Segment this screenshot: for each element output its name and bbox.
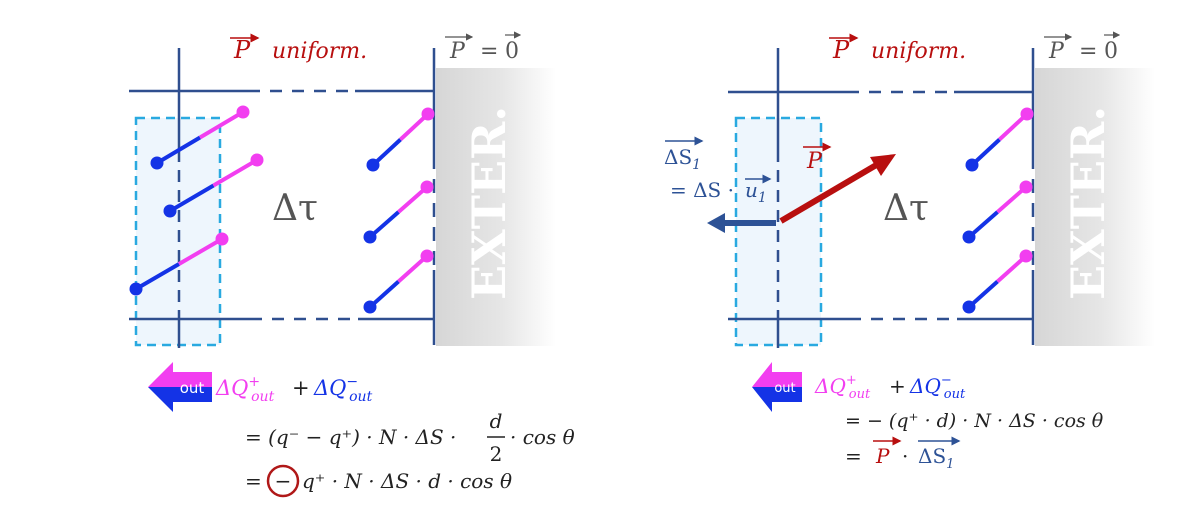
arrow-p-label: P xyxy=(803,142,832,174)
dipole xyxy=(163,153,264,218)
svg-text:=: = xyxy=(845,444,862,468)
volume-label: Δτ xyxy=(272,188,318,229)
exterior-polarization: P = 0 xyxy=(445,31,522,64)
uniform-label: uniform. xyxy=(871,39,966,64)
dipole-positive-half xyxy=(212,158,259,188)
p-label: P xyxy=(233,36,251,64)
out-badge: out xyxy=(148,362,212,412)
negative-charge xyxy=(962,230,976,244)
dipoles xyxy=(962,107,1034,314)
dipole-negative-half xyxy=(134,262,181,291)
positive-charge xyxy=(421,107,435,121)
dipole xyxy=(965,107,1034,172)
svg-text:+: + xyxy=(292,376,310,400)
svg-text:P: P xyxy=(806,149,823,174)
exterior-region xyxy=(436,68,556,346)
svg-text:ΔS1: ΔS1 xyxy=(664,145,701,173)
dipole xyxy=(363,180,434,244)
svg-text:= (q⁻ − q⁺) · N · ΔS ·: = (q⁻ − q⁺) · N · ΔS · xyxy=(245,425,456,449)
negative-charge xyxy=(163,204,177,218)
exterior-polarization: P = 0 xyxy=(1044,31,1121,64)
dipole xyxy=(962,249,1033,314)
dipole xyxy=(962,180,1033,244)
equation-line-1: = − (q⁺ · d) · N · ΔS · cos θ xyxy=(845,410,1104,432)
equation-line-1: = (q⁻ − q⁺) · N · ΔS · d 2 · cos θ xyxy=(245,409,575,466)
svg-text:· cos θ: · cos θ xyxy=(510,425,575,449)
right-panel: EXTER. P xyxy=(664,31,1155,472)
equation-line-0: ΔQ+ out + ΔQ− out xyxy=(215,374,373,405)
ext-p: P xyxy=(449,39,466,64)
svg-text:ΔQ+out: ΔQ+ out xyxy=(814,373,871,402)
positive-charge xyxy=(236,105,250,119)
svg-text:·: · xyxy=(902,444,908,468)
negative-charge xyxy=(129,282,143,296)
svg-text:+: + xyxy=(889,374,906,398)
svg-text:= ΔS ·: = ΔS · xyxy=(670,178,734,202)
dipole xyxy=(366,107,435,172)
negative-charge xyxy=(363,230,377,244)
dipoles xyxy=(129,105,435,314)
svg-text:ΔQ−out: ΔQ− out xyxy=(909,373,966,402)
svg-text:ΔS1: ΔS1 xyxy=(918,444,954,472)
out-badge: out xyxy=(752,362,802,412)
ext-equals: = xyxy=(1079,39,1097,64)
frame xyxy=(129,48,436,348)
svg-text:2: 2 xyxy=(490,442,503,466)
positive-charge xyxy=(420,180,434,194)
exterior-label: EXTER. xyxy=(462,106,516,300)
ext-p: P xyxy=(1048,39,1065,64)
out-label: out xyxy=(180,379,205,397)
dipole xyxy=(363,249,434,314)
p-label: P xyxy=(832,36,850,64)
dipole-positive-half xyxy=(198,110,245,140)
positive-charge xyxy=(420,249,434,263)
ext-zero: 0 xyxy=(505,39,519,64)
positive-charge xyxy=(1019,249,1033,263)
equation-line-0: ΔQ+ out + ΔQ− out xyxy=(814,373,966,402)
exterior-label: EXTER. xyxy=(1061,106,1115,300)
frame xyxy=(728,48,1035,348)
negative-charge xyxy=(962,300,976,314)
ds1-label: ΔS1 = ΔS · u1 xyxy=(664,136,772,206)
svg-text:q⁺ · N · ΔS · d · cos θ: q⁺ · N · ΔS · d · cos θ xyxy=(302,469,512,493)
svg-text:ΔQ−out: ΔQ− out xyxy=(313,374,373,405)
svg-text:−: − xyxy=(275,469,292,493)
dipole xyxy=(129,232,229,296)
negative-charge xyxy=(965,158,979,172)
svg-text:P: P xyxy=(875,444,890,468)
exterior-region xyxy=(1035,68,1155,346)
dipole-negative-half xyxy=(168,183,215,213)
volume-label: Δτ xyxy=(883,188,929,229)
svg-text:u1: u1 xyxy=(745,178,767,206)
positive-charge xyxy=(1019,180,1033,194)
left-panel: EXTER. Δτ P uniform. P = 0 xyxy=(129,31,575,498)
svg-text:=: = xyxy=(245,469,262,493)
out-label: out xyxy=(774,381,795,396)
negative-charge xyxy=(150,156,164,170)
surface-vector-arrow xyxy=(707,213,776,233)
ext-equals: = xyxy=(480,39,498,64)
negative-charge xyxy=(366,158,380,172)
equation-line-2: = − q⁺ · N · ΔS · d · cos θ xyxy=(245,464,512,498)
equation-line-2: = P · ΔS1 xyxy=(845,436,961,472)
positive-charge xyxy=(215,232,229,246)
minus-sign-highlight xyxy=(266,464,300,498)
negative-charge xyxy=(363,300,377,314)
polarization-title: P uniform. xyxy=(230,33,367,64)
dipole-positive-half xyxy=(177,237,224,266)
polarization-title: P uniform. xyxy=(829,33,966,64)
positive-charge xyxy=(1020,107,1034,121)
svg-text:d: d xyxy=(490,409,503,433)
positive-charge xyxy=(250,153,264,167)
svg-text:ΔQ+out: ΔQ+ out xyxy=(215,374,275,405)
ext-zero: 0 xyxy=(1104,39,1118,64)
polarization-arrow xyxy=(779,154,896,224)
uniform-label: uniform. xyxy=(272,39,367,64)
dipole-negative-half xyxy=(155,135,202,165)
dipole xyxy=(150,105,250,170)
